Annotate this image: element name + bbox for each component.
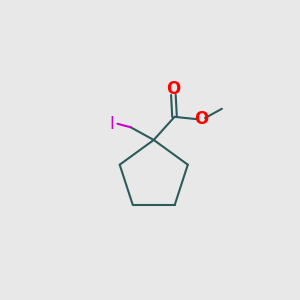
Text: O: O (194, 110, 208, 128)
Text: I: I (110, 115, 115, 133)
Text: O: O (166, 80, 181, 98)
